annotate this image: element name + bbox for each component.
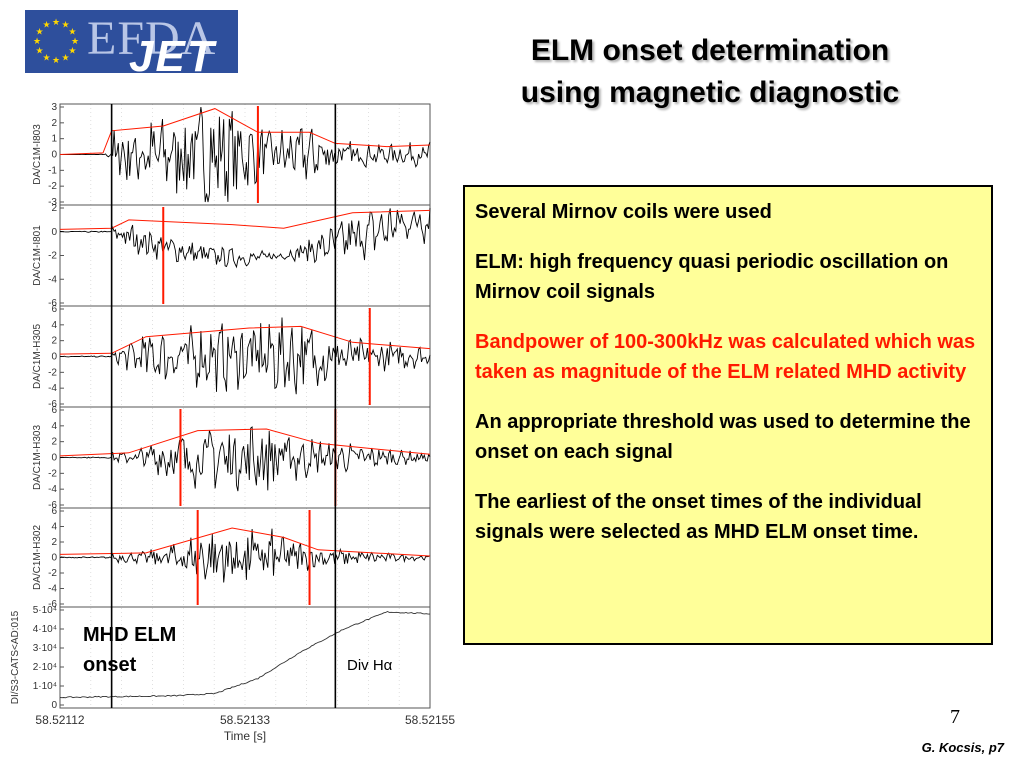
page-number: 7 bbox=[950, 706, 960, 728]
y-tick-label: 1 bbox=[51, 134, 57, 145]
y-tick-label: 0 bbox=[51, 553, 57, 564]
mirnov-signal-line bbox=[60, 106, 431, 203]
efda-jet-logo: ★ ★ ★ ★ ★ ★ ★ ★ ★ ★ ★ ★ EFDA JET bbox=[25, 10, 238, 73]
y-tick-label: 0 bbox=[51, 150, 57, 161]
y-tick-label: 5·10⁴ bbox=[33, 605, 57, 616]
info-p1: Several Mirnov coils were used bbox=[475, 201, 772, 223]
y-tick-label: -4 bbox=[48, 484, 57, 495]
y-tick-label: -2 bbox=[48, 468, 57, 479]
mirnov-chart: 3 2 1 0 -1 -2 -3 DA/C1M-I803 2 0 -2 -4 -6 DA/C1M-I801… bbox=[10, 102, 455, 743]
bandpower-envelope-line bbox=[59, 428, 431, 457]
info-p5: The earliest of the onset times of the i… bbox=[475, 491, 922, 543]
eu-stars-icon: ★★★★★★★★★ ★ ★★ bbox=[33, 17, 79, 65]
y-axis-label: DA/C1M-H302 bbox=[32, 525, 43, 590]
mirnov-signal-line bbox=[59, 317, 431, 395]
div-halpha-label: Div Hα bbox=[347, 657, 393, 674]
mhd-elm-onset-label: MHD ELM onset bbox=[83, 624, 176, 676]
y-tick-label: 0 bbox=[51, 352, 57, 363]
x-axis-label: Time [s] bbox=[224, 729, 266, 743]
eu-star-icon: ★ bbox=[61, 52, 69, 62]
y-tick-label: 0 bbox=[51, 227, 57, 238]
eu-star-icon: ★ bbox=[52, 17, 60, 27]
x-tick-label: 58.52155 bbox=[405, 713, 455, 727]
y-tick-label: -6 bbox=[48, 599, 57, 610]
y-axis-label: DI/S3-CATS<AD:015 bbox=[10, 610, 21, 704]
y-tick-label: 2 bbox=[51, 437, 57, 448]
y-tick-label: 3 bbox=[51, 102, 57, 113]
y-tick-label: -6 bbox=[48, 399, 57, 410]
y-tick-label: 4 bbox=[51, 522, 57, 533]
y-tick-label: 1·10⁴ bbox=[33, 681, 57, 692]
mirnov-signal-line bbox=[59, 426, 431, 492]
y-tick-label: -4 bbox=[48, 584, 57, 595]
div-halpha-line bbox=[59, 610, 430, 699]
x-tick-label: 58.52133 bbox=[220, 713, 270, 727]
y-tick-label: 6 bbox=[51, 304, 57, 315]
title-line-1: ELM onset determination bbox=[530, 34, 890, 67]
y-axis-label: DA/C1M-I801 bbox=[32, 225, 43, 286]
mirnov-signal-line bbox=[59, 528, 431, 583]
y-tick-label: -6 bbox=[48, 500, 57, 511]
y-tick-label: 2 bbox=[51, 537, 57, 548]
eu-star-icon: ★ bbox=[42, 20, 50, 30]
y-axis-label: DA/C1M-H303 bbox=[32, 425, 43, 490]
y-tick-label: 4 bbox=[51, 320, 57, 331]
y-axis-label: DA/C1M-I803 bbox=[32, 124, 43, 185]
y-tick-label: -1 bbox=[48, 165, 57, 176]
y-tick-label: -3 bbox=[48, 197, 57, 208]
eu-star-icon: ★ bbox=[33, 36, 41, 46]
y-tick-label: -4 bbox=[48, 274, 57, 285]
eu-star-icon: ★ bbox=[42, 52, 50, 62]
eu-star-icon: ★ bbox=[36, 46, 44, 56]
info-p2: ELM: high frequency quasi periodic oscil… bbox=[475, 251, 949, 303]
x-tick-label: 58.52112 bbox=[35, 713, 84, 727]
y-tick-label: 2 bbox=[51, 203, 57, 214]
y-tick-label: -2 bbox=[48, 251, 57, 262]
y-tick-label: -2 bbox=[48, 181, 57, 192]
y-tick-label: 3·10⁴ bbox=[33, 643, 57, 654]
y-tick-label: 0 bbox=[51, 453, 57, 464]
eu-star-icon: ★ bbox=[68, 27, 76, 37]
bandpower-envelope-line bbox=[59, 108, 431, 155]
logo-jet-text: JET bbox=[129, 32, 216, 73]
y-tick-label: 2·10⁴ bbox=[33, 662, 57, 673]
y-tick-label: 2 bbox=[51, 118, 57, 129]
y-tick-label: -2 bbox=[48, 568, 57, 579]
eu-star-icon: ★ bbox=[61, 20, 69, 30]
eu-star-icon: ★ bbox=[36, 27, 44, 37]
eu-star-icon: ★ bbox=[71, 36, 79, 46]
info-p4: An appropriate threshold was used to det… bbox=[475, 411, 971, 463]
author-footer: G. Kocsis, p7 bbox=[921, 740, 1004, 755]
y-tick-label: 0 bbox=[51, 700, 57, 711]
y-axis-label: DA/C1M-H305 bbox=[32, 324, 43, 389]
eu-star-icon: ★ bbox=[68, 46, 76, 56]
eu-star-icon: ★ bbox=[52, 55, 60, 65]
y-tick-label: 4 bbox=[51, 421, 57, 432]
bandpower-envelope-line bbox=[59, 527, 431, 557]
y-tick-label: 6 bbox=[51, 405, 57, 416]
bandpower-envelope-line bbox=[59, 209, 431, 230]
y-tick-label: -6 bbox=[48, 298, 57, 309]
title-line-2: using magnetic diagnostic bbox=[520, 76, 900, 109]
y-tick-label: -4 bbox=[48, 383, 57, 394]
slide-title: ELM onset determination using magnetic d… bbox=[440, 30, 980, 114]
info-box: Several Mirnov coils were used ELM: high… bbox=[463, 185, 993, 645]
y-tick-label: -2 bbox=[48, 367, 57, 378]
y-tick-label: 4·10⁴ bbox=[33, 624, 57, 635]
panel-frame bbox=[59, 606, 431, 709]
mirnov-signal-line bbox=[60, 207, 431, 269]
info-p3: Bandpower of 100-300kHz was calculated w… bbox=[475, 331, 976, 383]
y-tick-label: 2 bbox=[51, 336, 57, 347]
logo-efda-text: EFDA bbox=[87, 12, 217, 65]
y-tick-label: 6 bbox=[51, 506, 57, 517]
